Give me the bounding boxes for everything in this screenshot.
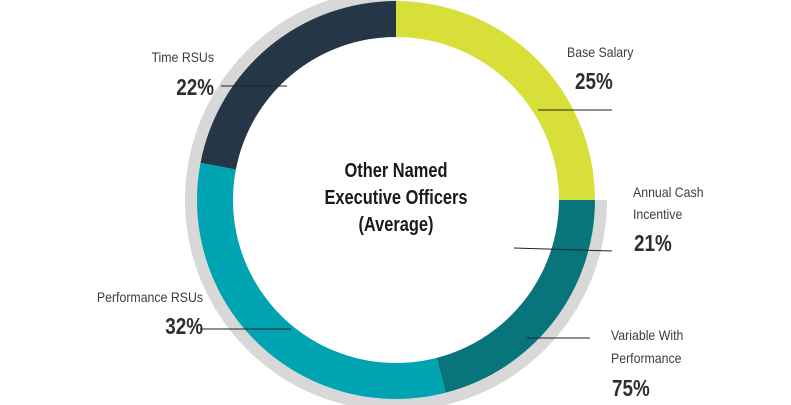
base-salary-slice (396, 1, 595, 200)
performance-rsus-value: 32% (165, 313, 203, 339)
chart-title: Other Named Executive Officers (Average) (314, 158, 478, 239)
chart-title-line: Other Named (344, 160, 448, 182)
donut-slices (197, 1, 595, 399)
base-salary-value: 25% (575, 68, 613, 94)
label-leader-lines (200, 85, 613, 339)
annual-cash-incentive-slice (436, 200, 595, 393)
time-rsus-slice (200, 1, 396, 170)
chart-title-line: (Average) (358, 214, 434, 236)
time-rsus-value: 22% (176, 74, 214, 100)
variable-with-performance-label: Performance (611, 350, 682, 366)
annual-cash-incentive-label: Annual Cash (633, 184, 704, 200)
chart-title-line: Executive Officers (324, 187, 468, 209)
variable-with-performance-label: Variable With (611, 327, 684, 343)
variable-with-performance-value: 75% (612, 375, 650, 401)
time-rsus-label: Time RSUs (151, 49, 214, 65)
annual-cash-incentive-leader (513, 247, 613, 252)
base-salary-label: Base Salary (567, 44, 634, 60)
annual-cash-incentive-label: Incentive (633, 206, 683, 222)
performance-rsus-slice (197, 162, 446, 399)
annual-cash-incentive-value: 21% (634, 230, 672, 256)
performance-rsus-label: Performance RSUs (96, 289, 203, 305)
